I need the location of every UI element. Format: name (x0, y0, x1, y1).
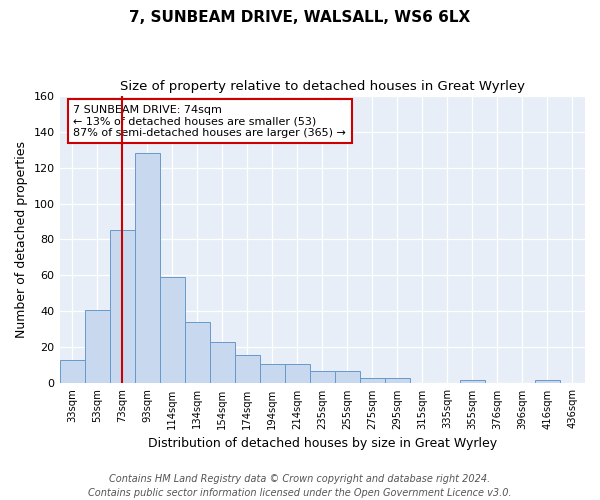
Bar (59, 360, 85, 384)
Bar (335, 371, 360, 384)
Bar (185, 322, 209, 384)
Bar (209, 342, 235, 384)
Bar (235, 354, 260, 384)
Bar (310, 371, 335, 384)
X-axis label: Distribution of detached houses by size in Great Wyrley: Distribution of detached houses by size … (148, 437, 497, 450)
Bar (160, 278, 185, 384)
Text: Contains HM Land Registry data © Crown copyright and database right 2024.
Contai: Contains HM Land Registry data © Crown c… (88, 474, 512, 498)
Bar (134, 153, 160, 384)
Bar (360, 378, 385, 384)
Title: Size of property relative to detached houses in Great Wyrley: Size of property relative to detached ho… (120, 80, 525, 93)
Bar (460, 380, 485, 384)
Bar (535, 380, 560, 384)
Bar (85, 310, 110, 384)
Bar (385, 378, 410, 384)
Text: 7 SUNBEAM DRIVE: 74sqm
← 13% of detached houses are smaller (53)
87% of semi-det: 7 SUNBEAM DRIVE: 74sqm ← 13% of detached… (73, 104, 346, 138)
Text: 7, SUNBEAM DRIVE, WALSALL, WS6 6LX: 7, SUNBEAM DRIVE, WALSALL, WS6 6LX (130, 10, 470, 25)
Bar (260, 364, 285, 384)
Bar (285, 364, 310, 384)
Bar (110, 230, 134, 384)
Y-axis label: Number of detached properties: Number of detached properties (15, 141, 28, 338)
